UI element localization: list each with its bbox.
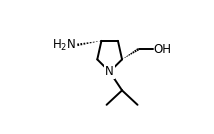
Text: H$_2$N: H$_2$N <box>52 37 76 53</box>
Text: N: N <box>105 65 114 78</box>
Text: OH: OH <box>153 43 172 56</box>
